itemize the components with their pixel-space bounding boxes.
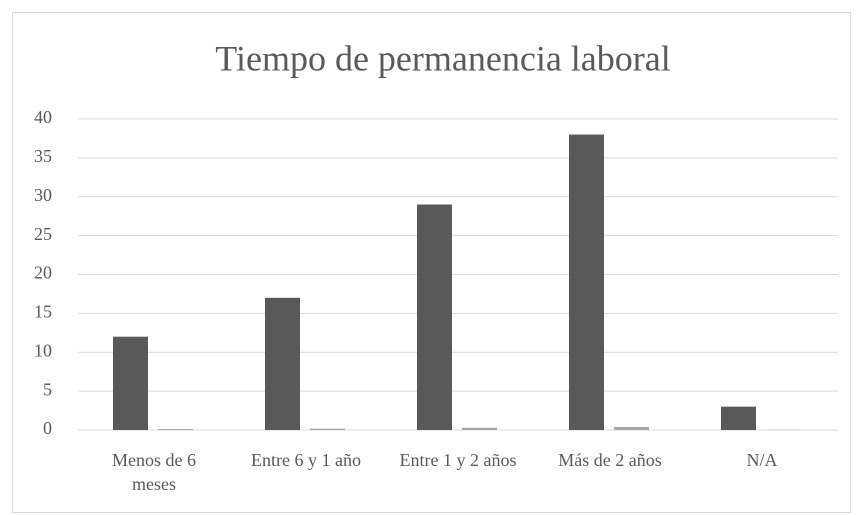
- chart-title: Tiempo de permanencia laboral: [215, 38, 671, 78]
- y-tick-label: 25: [34, 224, 52, 244]
- bar: [417, 204, 452, 430]
- bar: [569, 134, 604, 431]
- y-tick-label: 35: [34, 146, 52, 166]
- y-tick-label: 20: [34, 263, 52, 283]
- bar: [462, 427, 497, 430]
- y-tick-label: 5: [43, 379, 52, 399]
- x-tick-label: N/A: [747, 450, 778, 470]
- bar: [158, 429, 193, 430]
- bar: [265, 297, 300, 430]
- y-tick-label: 10: [34, 340, 52, 360]
- y-tick-label: 0: [43, 418, 52, 438]
- bar: [721, 406, 756, 430]
- x-tick-label: Entre 1 y 2 años: [400, 450, 517, 470]
- bar: [614, 427, 649, 430]
- x-tick-label: Más de 2 años: [558, 450, 661, 470]
- bar: [113, 336, 148, 430]
- x-tick-label: Entre 6 y 1 año: [251, 450, 361, 470]
- bar: [310, 428, 345, 430]
- x-tick-label: Menos de 6 meses: [112, 450, 196, 494]
- y-tick-label: 30: [34, 185, 52, 205]
- y-tick-label: 40: [34, 107, 52, 127]
- y-tick-label: 15: [34, 302, 52, 322]
